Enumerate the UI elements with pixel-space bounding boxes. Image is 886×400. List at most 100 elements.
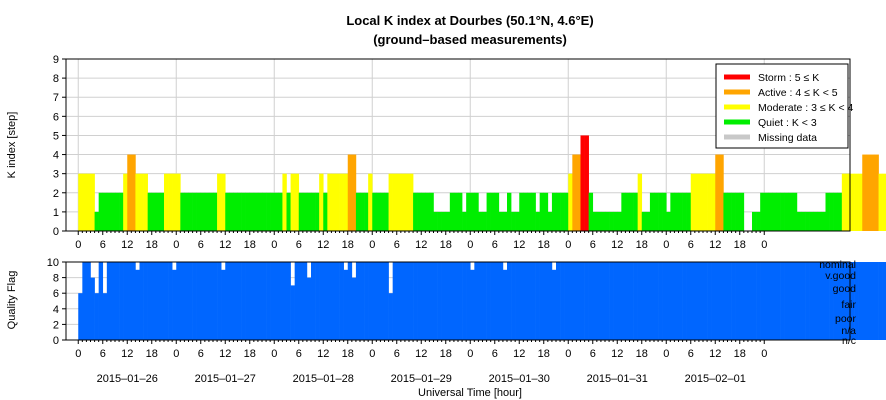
k-index-bar	[780, 192, 785, 231]
k-index-bar	[441, 211, 447, 231]
k-index-bar	[388, 173, 393, 231]
k-index-bar	[564, 192, 569, 231]
quality-bar	[556, 262, 561, 340]
quality-bar	[756, 262, 761, 340]
k-index-bar	[294, 173, 300, 231]
q-xtick-label: 0	[271, 348, 277, 360]
quality-bar	[376, 262, 381, 340]
q-xtick-label: 0	[369, 348, 375, 360]
q-ytick-label: 0	[53, 335, 59, 347]
quality-bar	[560, 262, 565, 340]
quality-flag-label: nominal	[819, 259, 856, 271]
quality-bars	[78, 262, 886, 340]
quality-bar	[392, 262, 398, 340]
k-index-bar	[343, 173, 349, 231]
quality-bar	[805, 262, 810, 340]
k-index-bar	[486, 192, 491, 231]
quality-bar	[511, 262, 516, 340]
quality-bar	[833, 262, 839, 340]
quality-bar	[719, 262, 724, 340]
k-xtick-label: 6	[296, 239, 302, 251]
quality-bar	[858, 262, 863, 340]
k-index-bar	[784, 192, 790, 231]
date-label: 2015–01–30	[489, 373, 550, 385]
k-index-bar	[637, 173, 643, 231]
k-index-bar	[90, 173, 95, 231]
k-index-bar	[204, 192, 210, 231]
k-index-bar	[621, 192, 626, 231]
k-index-bar	[257, 192, 263, 231]
k-index-bar	[507, 192, 512, 231]
q-xtick-label: 0	[761, 348, 767, 360]
k-xtick-label: 12	[513, 239, 525, 251]
quality-flag-label: fair	[841, 299, 856, 311]
k-index-bar	[580, 135, 585, 231]
quality-bar	[364, 262, 369, 340]
k-index-bar	[172, 173, 177, 231]
quality-bar	[380, 262, 385, 340]
k-index-bar	[425, 192, 430, 231]
k-index-bar	[249, 192, 255, 231]
k-index-bar	[535, 211, 540, 231]
date-label: 2015–01–31	[587, 373, 648, 385]
quality-bar	[409, 262, 414, 340]
k-index-bar	[482, 211, 487, 231]
k-index-bar	[233, 192, 238, 231]
quality-bar	[106, 262, 112, 340]
quality-bar	[319, 262, 324, 340]
quality-bar	[739, 262, 745, 340]
k-index-bar	[384, 192, 389, 231]
k-index-bar	[764, 192, 769, 231]
quality-bar	[372, 262, 377, 340]
quality-bar	[449, 262, 455, 340]
q-xtick-label: 6	[492, 348, 498, 360]
quality-bar	[845, 262, 851, 340]
q-xtick-label: 12	[317, 348, 329, 360]
quality-bar	[164, 262, 169, 340]
k-index-bar	[519, 192, 524, 231]
k-index-bar	[662, 192, 667, 231]
quality-bar	[466, 262, 471, 340]
k-index-bar	[527, 192, 532, 231]
quality-bar	[772, 262, 777, 340]
k-index-bar	[649, 192, 655, 231]
x-axis-label: Universal Time [hour]	[418, 387, 522, 399]
quality-bar	[413, 262, 418, 340]
quality-bar	[192, 262, 197, 340]
k-index-bar	[351, 154, 357, 231]
quality-bar	[78, 293, 83, 340]
quality-bar	[135, 269, 140, 340]
q-xtick-label: 6	[590, 348, 596, 360]
quality-bar	[433, 262, 438, 340]
k-index-bar	[449, 192, 455, 231]
legend-label: Missing data	[758, 132, 817, 144]
k-index-bar	[433, 211, 438, 231]
quality-bar	[596, 262, 602, 340]
date-label: 2015–01–28	[293, 373, 354, 385]
k-index-bar	[278, 192, 283, 231]
quality-bar	[139, 262, 144, 340]
quality-bar	[694, 262, 700, 340]
quality-bar	[274, 262, 279, 340]
q-xtick-label: 6	[688, 348, 694, 360]
quality-bar	[862, 262, 867, 340]
quality-bar	[796, 262, 802, 340]
k-xtick-label: 6	[590, 239, 596, 251]
k-index-bar	[270, 192, 275, 231]
k-index-bar	[159, 192, 165, 231]
k-index-bar	[854, 173, 859, 231]
quality-bar	[752, 262, 757, 340]
quality-bar	[641, 262, 647, 340]
quality-bar	[637, 262, 643, 340]
k-xtick-label: 0	[467, 239, 473, 251]
quality-bar	[874, 262, 879, 340]
k-index-bar	[768, 192, 773, 231]
quality-bar	[703, 262, 708, 340]
k-index-bar	[298, 192, 304, 231]
k-index-bar	[719, 154, 724, 231]
quality-bar	[605, 262, 610, 340]
k-xtick-label: 18	[342, 239, 354, 251]
k-xtick-label: 0	[565, 239, 571, 251]
quality-bar	[878, 262, 883, 340]
